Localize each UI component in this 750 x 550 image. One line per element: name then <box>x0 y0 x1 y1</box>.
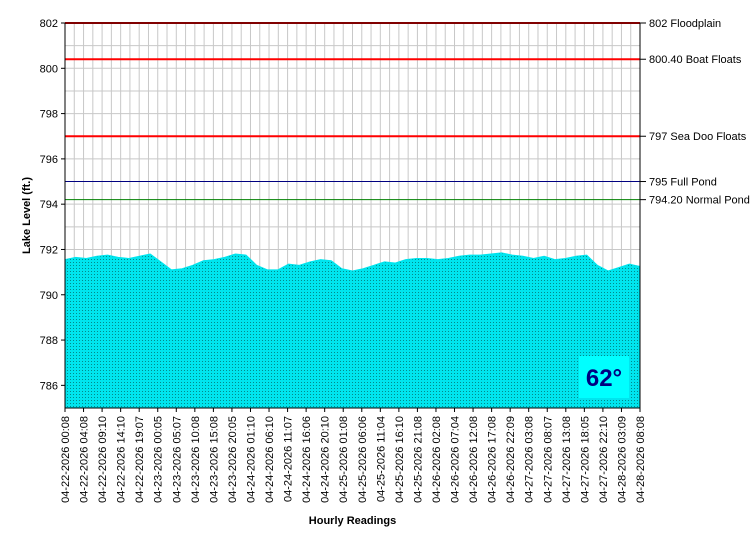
x-tick-label: 04-23-2026 15:08 <box>208 416 220 503</box>
x-tick-label: 04-23-2026 20:05 <box>227 416 239 503</box>
x-tick-label: 04-25-2026 16:10 <box>394 416 406 503</box>
reference-label: 797 Sea Doo Floats <box>649 131 747 143</box>
y-tick-label: 786 <box>40 380 58 392</box>
x-tick-label: 04-25-2026 01:08 <box>338 416 350 503</box>
y-tick-label: 788 <box>40 335 58 347</box>
y-tick-label: 798 <box>40 109 58 121</box>
x-tick-label: 04-23-2026 10:08 <box>190 416 202 503</box>
temperature-badge: 62° <box>579 356 629 398</box>
axes <box>64 22 641 409</box>
y-tick-label: 796 <box>40 154 58 166</box>
x-tick-label: 04-26-2026 22:09 <box>505 416 517 503</box>
x-tick-label: 04-25-2026 21:08 <box>412 416 424 503</box>
x-tick-label: 04-27-2026 08:07 <box>542 416 554 503</box>
reference-label: 802 Floodplain <box>649 18 721 30</box>
x-tick-label: 04-22-2026 14:10 <box>116 416 128 503</box>
y-tick-label: 792 <box>40 244 58 256</box>
x-tick-label: 04-24-2026 20:10 <box>320 416 332 503</box>
x-tick-label: 04-24-2026 01:10 <box>245 416 257 503</box>
y-tick-label: 800 <box>40 63 58 75</box>
x-tick-label: 04-24-2026 06:10 <box>264 416 276 503</box>
x-axis-title: Hourly Readings <box>309 515 396 527</box>
x-tick-label: 04-28-2026 08:08 <box>635 416 647 503</box>
y-tick-label: 790 <box>40 290 58 302</box>
x-tick-label: 04-26-2026 07:04 <box>450 416 462 503</box>
x-tick-label: 04-25-2026 06:06 <box>357 416 369 503</box>
x-tick-label: 04-26-2026 12:08 <box>468 416 480 503</box>
y-tick-labels: 786 788 790 792 794 796 798 800 802 <box>40 18 65 392</box>
x-tick-label: 04-27-2026 13:08 <box>561 416 573 503</box>
area-series <box>64 252 641 408</box>
temperature-badge-bg <box>579 356 629 398</box>
temperature-badge-text: 62° <box>586 365 622 392</box>
x-tick-label: 04-24-2026 11:07 <box>283 416 295 502</box>
reference-labels: 802 Floodplain 800.40 Boat Floats 797 Sea … <box>649 18 750 207</box>
x-tick-label: 04-22-2026 04:08 <box>79 416 91 503</box>
x-tick-label: 04-22-2026 09:10 <box>97 416 109 503</box>
y-tick-label: 794 <box>40 199 58 211</box>
x-tick-label: 04-26-2026 17:08 <box>487 416 499 503</box>
x-tick-label: 04-28-2026 03:09 <box>616 416 628 503</box>
lake-level-area <box>65 252 640 408</box>
x-tick-label: 04-27-2026 22:10 <box>598 416 610 503</box>
x-tick-label: 04-27-2026 03:08 <box>524 416 536 503</box>
x-tick-label: 04-23-2026 00:05 <box>153 416 165 503</box>
x-tick-label: 04-26-2026 02:08 <box>431 416 443 503</box>
x-tick-label: 04-22-2026 00:08 <box>60 416 72 503</box>
lake-level-line <box>64 252 641 272</box>
x-tick-label: 04-24-2026 16:06 <box>301 416 313 503</box>
x-tick-label: 04-27-2026 18:05 <box>579 416 591 503</box>
x-tick-labels: 04-22-2026 00:08 04-22-2026 04:08 04-22-20… <box>60 408 647 503</box>
x-tick-label: 04-25-2026 11:04 <box>375 416 387 502</box>
y-tick-label: 802 <box>40 18 58 30</box>
y-axis-title: Lake Level (ft.) <box>21 177 33 254</box>
reference-label: 800.40 Boat Floats <box>649 54 742 66</box>
reference-label: 794.20 Normal Pond <box>649 195 750 207</box>
x-tick-label: 04-22-2026 19:07 <box>134 416 146 503</box>
reference-label: 795 Full Pond <box>649 177 717 189</box>
x-tick-label: 04-23-2026 05:07 <box>171 416 183 503</box>
